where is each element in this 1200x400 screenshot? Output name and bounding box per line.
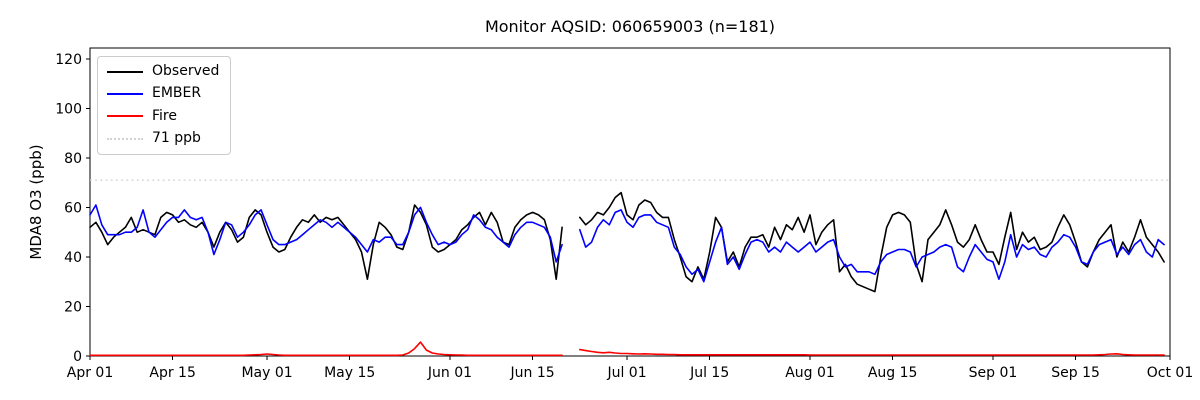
x-tick-label: Sep 01 (969, 365, 1018, 381)
x-tick-label: Jun 01 (427, 365, 472, 381)
y-tick-label: 60 (64, 200, 82, 216)
axes-spines (89, 47, 1171, 357)
y-tick-label: 0 (73, 349, 82, 365)
legend-item-fire: Fire (107, 107, 219, 124)
x-tick-label: Sep 15 (1051, 365, 1100, 381)
series-line-fire (89, 341, 1165, 357)
series-line-observed (89, 191, 1165, 293)
x-tick-label: Oct 01 (1147, 365, 1193, 381)
legend-line-sample (107, 70, 143, 73)
legend-label: EMBER (152, 85, 202, 102)
x-tick-label: Apr 01 (67, 365, 113, 381)
legend-item-observed: Observed (107, 63, 220, 79)
y-tick-label: 80 (64, 151, 82, 167)
x-tick-label: Jul 01 (606, 365, 646, 381)
legend-item-71-ppb: 71 ppb (107, 130, 219, 147)
legend-label: 71 ppb (152, 130, 201, 147)
legend-line-sample (107, 115, 143, 118)
x-tick-label: Aug 15 (868, 365, 918, 381)
y-tick-label: 40 (64, 250, 82, 266)
legend-line-sample (107, 93, 143, 96)
legend-label: Fire (152, 107, 177, 124)
x-tick-label: Jul 15 (689, 365, 729, 381)
series-line-ember (89, 204, 1165, 283)
legend-line-sample (107, 137, 143, 140)
legend: Observed EMBER Fire 71 ppb (97, 56, 232, 155)
chart-title: Monitor AQSID: 060659003 (n=181) (484, 17, 776, 36)
legend-item-ember: EMBER (107, 85, 219, 102)
y-tick-label: 20 (64, 299, 82, 315)
x-tick-label: May 01 (241, 365, 292, 381)
y-tick-label: 100 (55, 101, 82, 117)
legend-label: Observed (152, 63, 220, 79)
x-tick-label: Aug 01 (785, 365, 835, 381)
x-tick-label: Apr 15 (149, 365, 195, 381)
x-tick-label: May 15 (324, 365, 375, 381)
y-tick-label: 120 (55, 52, 82, 68)
x-tick-label: Jun 15 (510, 365, 555, 381)
